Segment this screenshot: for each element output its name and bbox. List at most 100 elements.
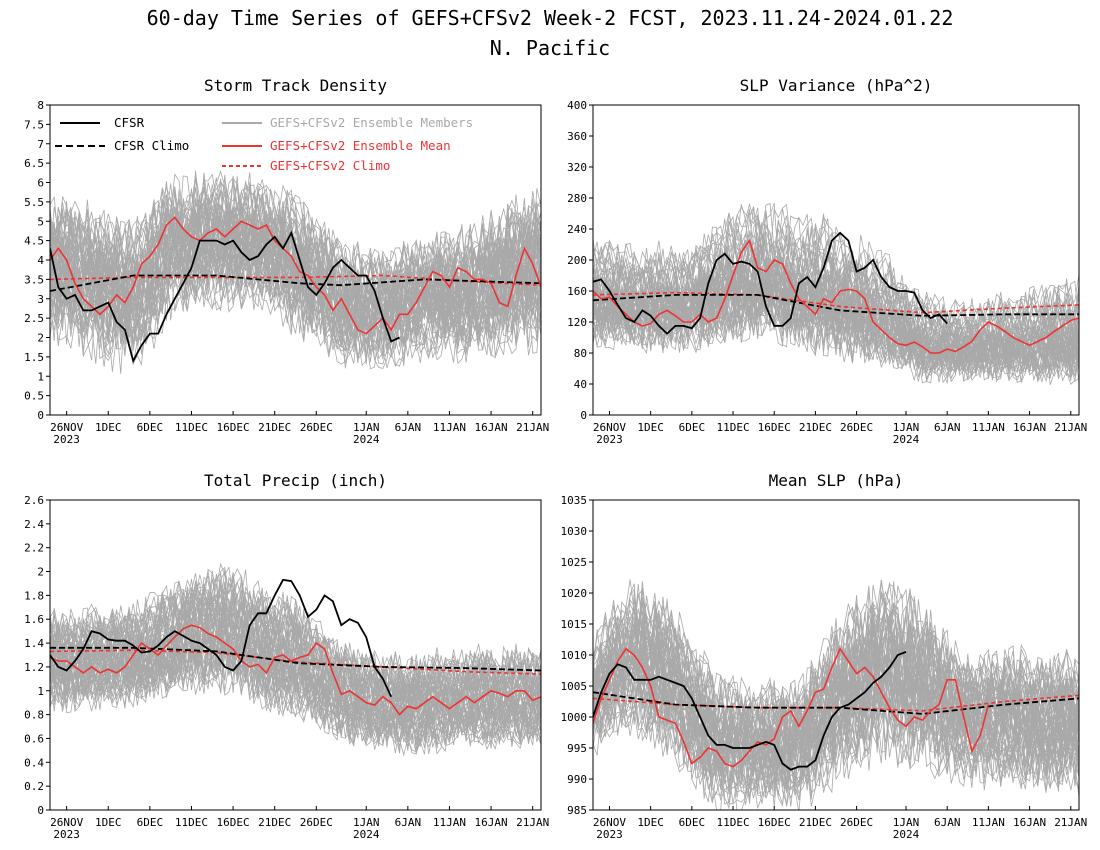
slp-variance-member-line <box>593 279 1079 381</box>
total-precip-y-tick-label: 1.8 <box>24 589 44 602</box>
mean-slp-x-year-label: 2024 <box>893 828 920 841</box>
slp-variance-y-tick-label: 40 <box>574 378 587 391</box>
storm-track-density-cfsr-climo-line <box>50 274 541 292</box>
slp-variance-member-line <box>593 215 1079 337</box>
storm-track-density-y-tick-label: 1 <box>37 370 44 383</box>
mean-slp-y-tick-label: 1000 <box>561 711 588 724</box>
mean-slp-member-line <box>593 606 1079 755</box>
total-precip-ensemble-mean-line <box>50 624 541 716</box>
total-precip-cfsr-line <box>50 578 393 698</box>
slp-variance-y-tick-label: 120 <box>567 316 587 329</box>
total-precip-x-tick-label: 16JAN <box>475 816 508 829</box>
storm-track-density-y-tick-label: 2 <box>37 332 44 345</box>
storm-track-density-x-tick-label: 6DEC <box>137 421 164 434</box>
total-precip-y-tick-label: 1.2 <box>24 661 44 674</box>
total-precip-x-tick-label: 21JAN <box>516 816 549 829</box>
mean-slp-x-tick-label: 6DEC <box>679 816 706 829</box>
mean-slp-x-tick-label: 16JAN <box>1013 816 1046 829</box>
mean-slp-y-tick-label: 1025 <box>561 556 588 569</box>
storm-track-density-y-tick-label: 0 <box>37 409 44 422</box>
storm-track-density-y-tick-label: 0.5 <box>24 390 44 403</box>
total-precip-y-tick-label: 1 <box>37 685 44 698</box>
total-precip-member-line <box>50 593 541 707</box>
mean-slp-ensemble-members <box>593 579 1079 810</box>
legend: CFSR CFSR Climo GEFS+CFSv2 Ensemble Memb… <box>55 115 473 173</box>
storm-track-density-y-tick-label: 5.5 <box>24 196 44 209</box>
storm-track-density-y-tick-label: 5 <box>37 215 44 228</box>
mean-slp-y-tick-label: 1005 <box>561 680 588 693</box>
total-precip-member-line <box>50 569 541 702</box>
mean-slp-member-line <box>593 598 1079 751</box>
slp-variance-member-line <box>593 257 1079 366</box>
legend-label-cfsr: CFSR <box>114 115 145 130</box>
total-precip-y-tick-label: 2 <box>37 566 44 579</box>
storm-track-density-ensemble-members <box>50 170 541 374</box>
slp-variance-x-tick-label: 11JAN <box>972 421 1005 434</box>
slp-variance-x-tick-label: 11DEC <box>716 421 749 434</box>
storm-track-density-x-year-label: 2023 <box>53 433 80 446</box>
total-precip-y-tick-label: 0.4 <box>24 756 44 769</box>
panel-slp-variance: SLP Variance (hPa^2) 0 40 80 120 160 200 240 280… <box>567 76 1087 446</box>
storm-track-density-ensemble-mean-line <box>50 216 541 335</box>
slp-variance-y-tick-label: 0 <box>580 409 587 422</box>
legend-label-gefs-climo: GEFS+CFSv2 Climo <box>270 158 390 173</box>
legend-label-cfsr-climo: CFSR Climo <box>114 138 189 153</box>
total-precip-y-tick-label: 0.2 <box>24 780 44 793</box>
storm-track-density-x-tick-label: 21JAN <box>516 421 549 434</box>
mean-slp-x-year-label: 2023 <box>596 828 623 841</box>
mean-slp-member-line <box>593 678 1079 810</box>
storm-track-density-y-tick-label: 7.5 <box>24 118 44 131</box>
storm-track-density-title: Storm Track Density <box>204 76 387 95</box>
total-precip-x-tick-label: 11DEC <box>175 816 208 829</box>
mean-slp-x-tick-label: 21DEC <box>799 816 832 829</box>
storm-track-density-x-tick-label: 11JAN <box>433 421 466 434</box>
slp-variance-x-tick-label: 26DEC <box>840 421 873 434</box>
slp-variance-y-tick-label: 240 <box>567 223 587 236</box>
figure-title: 60-day Time Series of GEFS+CFSv2 Week-2 … <box>147 6 954 30</box>
slp-variance-x-tick-label: 1JAN <box>893 421 920 434</box>
total-precip-y-tick-label: 1.4 <box>24 637 44 650</box>
total-precip-cfsr-climo-line <box>50 646 541 672</box>
slp-variance-y-tick-label: 320 <box>567 161 587 174</box>
slp-variance-x-year-label: 2023 <box>596 433 623 446</box>
total-precip-member-line <box>50 597 541 713</box>
total-precip-y-tick-label: 1.6 <box>24 613 44 626</box>
storm-track-density-y-tick-label: 3 <box>37 293 44 306</box>
storm-track-density-y-tick-label: 4.5 <box>24 235 44 248</box>
mean-slp-ensemble-mean-line <box>593 647 990 768</box>
total-precip-member-line <box>50 634 541 748</box>
slp-variance-ensemble-mean-line <box>593 238 1079 354</box>
storm-track-density-x-tick-label: 26NOV <box>50 421 83 434</box>
storm-track-density-member-line <box>50 224 541 348</box>
figure-subtitle: N. Pacific <box>490 36 610 60</box>
slp-variance-x-tick-label: 6JAN <box>934 421 961 434</box>
storm-track-density-y-tick-label: 1.5 <box>24 351 44 364</box>
storm-track-density-x-tick-label: 16DEC <box>217 421 250 434</box>
total-precip-x-tick-label: 26DEC <box>300 816 333 829</box>
storm-track-density-member-line <box>50 186 541 303</box>
storm-track-density-x-year-label: 2024 <box>353 433 380 446</box>
total-precip-x-tick-label: 6JAN <box>395 816 422 829</box>
mean-slp-x-tick-label: 26DEC <box>840 816 873 829</box>
storm-track-density-y-tick-label: 7 <box>37 138 44 151</box>
mean-slp-y-tick-label: 1015 <box>561 618 588 631</box>
slp-variance-x-tick-label: 1DEC <box>637 421 664 434</box>
storm-track-density-x-tick-label: 21DEC <box>258 421 291 434</box>
mean-slp-y-tick-label: 985 <box>567 804 587 817</box>
total-precip-x-tick-label: 16DEC <box>217 816 250 829</box>
slp-variance-y-tick-label: 280 <box>567 192 587 205</box>
mean-slp-member-line <box>593 590 1079 739</box>
total-precip-x-tick-label: 21DEC <box>258 816 291 829</box>
total-precip-title: Total Precip (inch) <box>204 471 387 490</box>
storm-track-density-x-tick-label: 16JAN <box>475 421 508 434</box>
mean-slp-x-tick-label: 16DEC <box>758 816 791 829</box>
total-precip-x-tick-label: 26NOV <box>50 816 83 829</box>
slp-variance-cfsr-climo-line <box>593 294 1079 317</box>
slp-variance-gefs-climo-line <box>593 291 1079 314</box>
slp-variance-member-line <box>593 260 1079 367</box>
storm-track-density-x-tick-label: 11DEC <box>175 421 208 434</box>
mean-slp-member-line <box>593 631 1079 773</box>
storm-track-density-y-tick-label: 3.5 <box>24 273 44 286</box>
mean-slp-x-tick-label: 26NOV <box>593 816 626 829</box>
